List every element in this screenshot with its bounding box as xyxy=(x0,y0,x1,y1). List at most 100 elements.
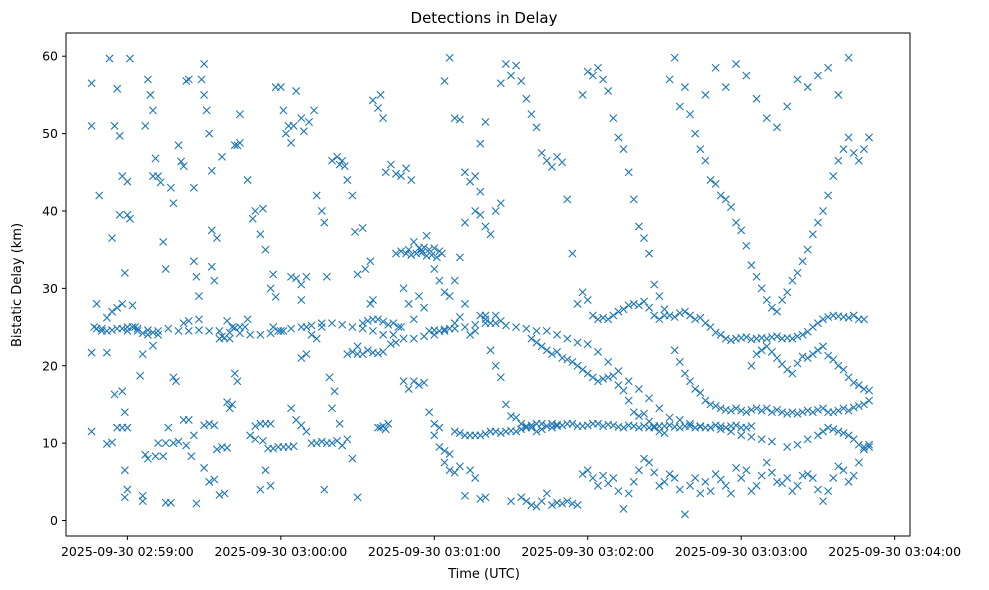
data-point xyxy=(427,251,436,260)
data-point xyxy=(839,466,848,475)
data-point xyxy=(507,71,516,80)
data-point xyxy=(271,292,280,301)
data-point xyxy=(803,245,812,254)
data-point xyxy=(778,295,787,304)
data-point xyxy=(223,316,232,325)
data-point xyxy=(609,114,618,123)
data-point xyxy=(604,373,613,382)
data-point xyxy=(409,315,418,324)
data-point xyxy=(384,419,393,428)
y-tick-label: 50 xyxy=(42,126,58,141)
data-point xyxy=(629,195,638,204)
data-point xyxy=(619,145,628,154)
y-tick-label: 20 xyxy=(42,358,58,373)
data-point xyxy=(624,396,633,405)
data-point xyxy=(486,346,495,355)
data-point xyxy=(844,133,853,142)
data-point xyxy=(276,326,285,335)
data-point xyxy=(87,348,96,357)
data-point xyxy=(783,365,792,374)
data-point xyxy=(614,133,623,142)
data-point xyxy=(320,218,329,227)
data-point xyxy=(156,178,165,187)
data-point xyxy=(507,412,516,421)
data-point xyxy=(251,422,260,431)
data-point xyxy=(532,326,541,335)
data-point xyxy=(105,54,114,63)
data-point xyxy=(366,299,375,308)
data-point xyxy=(276,83,285,92)
data-point xyxy=(527,334,536,343)
data-point xyxy=(200,421,209,430)
data-point xyxy=(655,315,664,324)
data-point xyxy=(141,450,150,459)
data-point xyxy=(184,75,193,84)
data-point xyxy=(159,237,168,246)
data-point xyxy=(374,315,383,324)
data-point xyxy=(583,421,592,430)
data-point xyxy=(207,166,216,175)
data-point xyxy=(558,499,567,508)
data-point xyxy=(752,272,761,281)
data-point xyxy=(609,311,618,320)
data-point xyxy=(161,439,170,448)
data-point xyxy=(665,470,674,479)
data-point xyxy=(440,288,449,297)
data-point xyxy=(266,419,275,428)
data-point xyxy=(248,214,257,223)
data-point xyxy=(629,477,638,486)
data-point xyxy=(732,404,741,413)
data-point xyxy=(691,473,700,482)
data-point xyxy=(767,303,776,312)
data-point xyxy=(123,326,132,335)
data-point xyxy=(420,378,429,387)
data-point xyxy=(701,319,710,328)
data-point xyxy=(824,423,833,432)
data-point xyxy=(445,53,454,62)
data-point xyxy=(849,403,858,412)
data-point xyxy=(517,76,526,85)
data-point xyxy=(363,346,372,355)
data-point xyxy=(834,462,843,471)
data-point xyxy=(614,367,623,376)
data-point xyxy=(258,436,267,445)
data-point xyxy=(353,342,362,351)
data-point xyxy=(455,313,464,321)
data-point xyxy=(568,499,577,508)
data-point xyxy=(650,423,659,432)
data-point xyxy=(844,53,853,62)
data-point xyxy=(742,333,751,342)
data-point xyxy=(573,501,582,510)
data-point xyxy=(496,373,505,382)
data-point xyxy=(491,319,500,328)
data-point xyxy=(808,230,817,239)
data-point xyxy=(361,265,370,274)
data-point xyxy=(680,369,689,378)
data-point xyxy=(742,466,751,475)
data-point xyxy=(200,463,209,472)
data-point xyxy=(675,485,684,494)
data-point xyxy=(233,377,242,386)
data-point xyxy=(297,114,306,123)
data-point xyxy=(721,334,730,343)
data-point xyxy=(87,427,96,436)
data-point xyxy=(788,408,797,417)
data-point xyxy=(189,257,198,266)
data-point xyxy=(212,445,221,454)
data-point xyxy=(154,439,163,448)
data-point xyxy=(279,326,288,335)
data-point xyxy=(118,387,127,396)
data-point xyxy=(512,323,521,332)
data-point xyxy=(225,334,234,343)
data-point xyxy=(302,272,311,281)
data-point xyxy=(680,83,689,92)
data-point xyxy=(417,248,426,257)
data-point xyxy=(609,473,618,482)
data-point xyxy=(184,326,193,335)
data-point xyxy=(563,195,572,204)
data-point xyxy=(87,79,96,88)
data-point xyxy=(542,489,551,498)
data-point xyxy=(573,338,582,347)
data-point xyxy=(522,497,531,506)
data-point xyxy=(762,458,771,467)
